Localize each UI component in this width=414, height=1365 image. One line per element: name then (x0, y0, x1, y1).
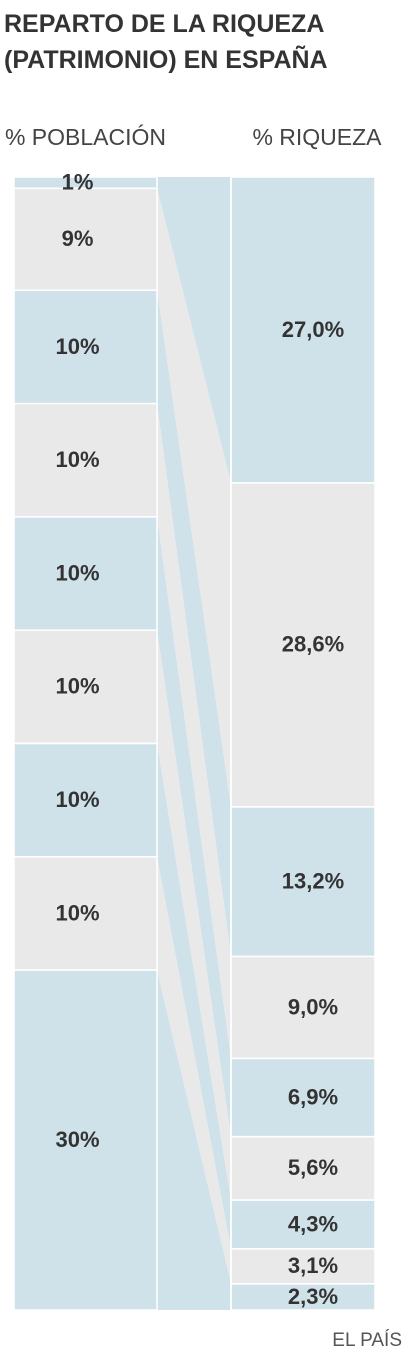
value-label: 10% (55, 334, 99, 359)
segment (13, 856, 158, 971)
value-label: 27,0% (282, 317, 344, 342)
segment (230, 1283, 376, 1311)
value-label: 4,3% (288, 1211, 338, 1236)
value-label: 28,6% (282, 632, 344, 657)
column-header: % POBLACIÓN (5, 124, 166, 150)
value-label: 9% (62, 226, 94, 251)
flow-band (157, 403, 231, 1059)
flow-band (157, 177, 231, 483)
segment (230, 1248, 376, 1285)
flow-band (157, 970, 231, 1310)
segment (230, 1199, 376, 1250)
flow-band (157, 290, 231, 957)
flow-band (157, 743, 231, 1249)
flow-band (157, 856, 231, 1284)
segment (230, 482, 376, 808)
segment (13, 289, 158, 405)
flow-band (157, 516, 231, 1137)
column-header: % RIQUEZA (252, 124, 382, 150)
value-label: 3,1% (288, 1253, 338, 1278)
value-label: 1% (62, 169, 94, 194)
value-label: 5,6% (288, 1155, 338, 1180)
flow-band (157, 630, 231, 1201)
value-label: 10% (55, 674, 99, 699)
source: EL PAÍS (332, 1330, 402, 1351)
segment (230, 1135, 376, 1201)
segment (230, 806, 376, 958)
segment (13, 742, 158, 858)
value-label: 2,3% (288, 1284, 338, 1309)
segment (13, 629, 158, 745)
value-label: 6,9% (288, 1084, 338, 1109)
value-label: 10% (55, 560, 99, 585)
value-label: 10% (55, 900, 99, 925)
segment (13, 516, 158, 631)
value-label: 9,0% (288, 994, 338, 1019)
segment (13, 402, 158, 518)
segment (230, 955, 376, 1060)
value-label: 10% (55, 787, 99, 812)
chart-title: REPARTO DE LA RIQUEZA (PATRIMONIO) EN ES… (4, 10, 328, 74)
value-label: 30% (55, 1127, 99, 1152)
segment (230, 1057, 376, 1138)
value-label: 10% (55, 447, 99, 472)
value-label: 13,2% (282, 869, 344, 894)
segment (13, 187, 158, 292)
segment (13, 969, 158, 1311)
segment (230, 176, 376, 484)
flow-band (157, 188, 231, 807)
